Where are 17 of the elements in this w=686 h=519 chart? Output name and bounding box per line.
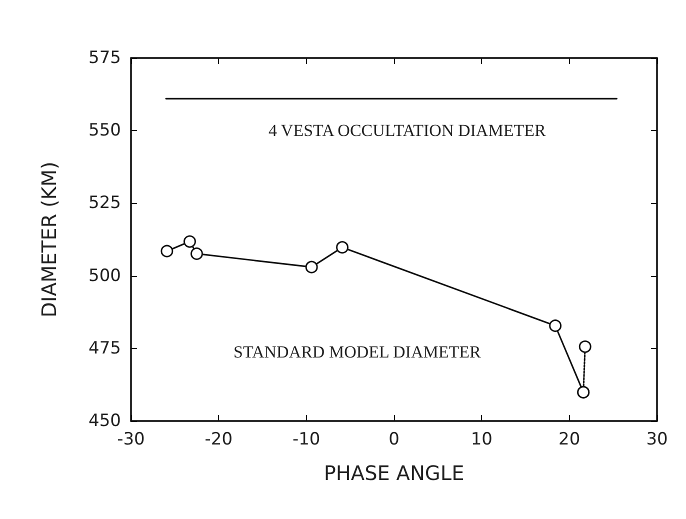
y-tick-label: 575 [88, 48, 121, 68]
x-tick-label: -30 [117, 430, 145, 450]
x-tick-label: 0 [388, 430, 400, 450]
annotation: 4 VESTA OCCULTATION DIAMETER [268, 121, 546, 140]
x-tick-label: 30 [646, 430, 668, 450]
x-tick-label: 20 [558, 430, 580, 450]
y-tick-label: 500 [88, 266, 121, 286]
x-axis-title: PHASE ANGLE [324, 461, 464, 485]
x-tick-label: -10 [292, 430, 320, 450]
y-axis-title: DIAMETER (KM) [37, 162, 61, 318]
x-tick-label: -20 [204, 430, 233, 450]
x-tick-label: 10 [470, 430, 492, 450]
y-tick-label: 525 [88, 193, 121, 214]
annotation: STANDARD MODEL DIAMETER [234, 342, 482, 362]
y-tick-label: 450 [88, 411, 121, 431]
y-tick-label: 550 [88, 120, 121, 141]
y-tick-label: 475 [88, 338, 121, 358]
